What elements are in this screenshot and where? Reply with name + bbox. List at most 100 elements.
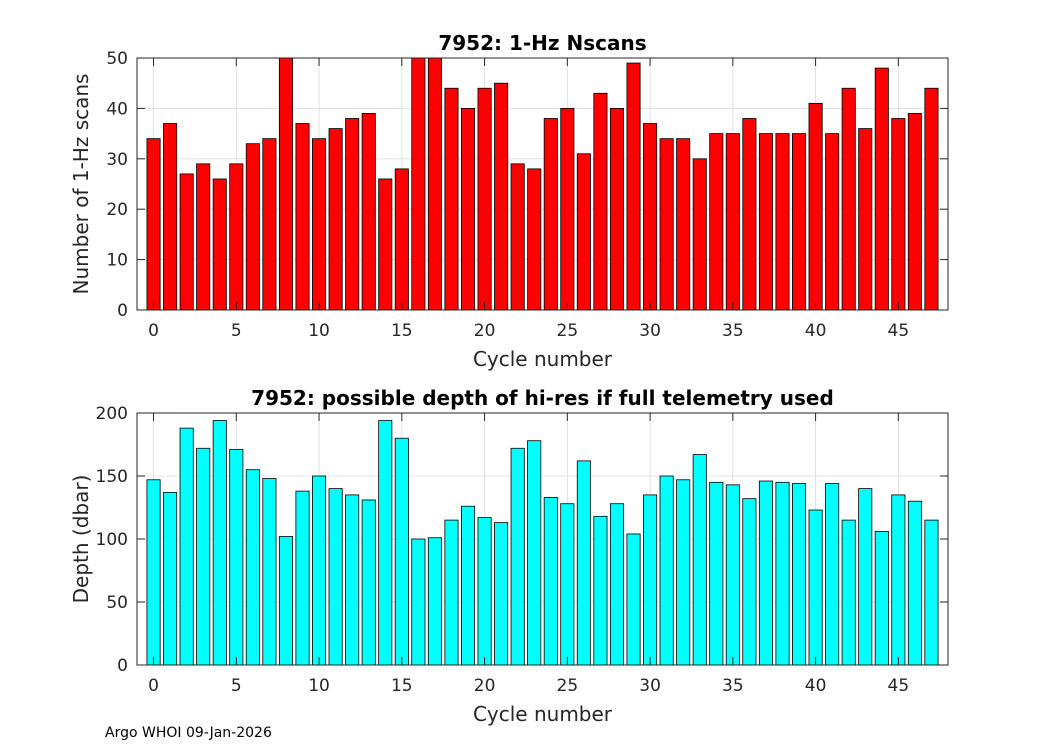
bar	[841, 519, 856, 666]
x-tick-label: 45	[888, 321, 910, 341]
bar	[146, 138, 161, 311]
bar	[196, 447, 211, 666]
bar	[543, 497, 558, 666]
y-axis-label: Number of 1-Hz scans	[69, 74, 93, 295]
bar	[676, 138, 691, 311]
x-tick-label: 15	[391, 321, 413, 341]
bar	[394, 168, 409, 311]
bar	[609, 108, 625, 311]
bar	[709, 133, 724, 311]
bar	[775, 481, 790, 666]
bar	[742, 118, 757, 311]
bar	[874, 531, 889, 666]
y-tick-label: 0	[117, 656, 128, 676]
x-tick-label: 20	[474, 676, 496, 696]
x-tick-label: 15	[391, 676, 413, 696]
bar	[295, 490, 310, 666]
bar	[576, 460, 591, 666]
bar	[527, 168, 542, 311]
bar	[643, 123, 658, 311]
y-tick-label: 100	[96, 530, 128, 550]
x-axis-label: Cycle number	[473, 702, 613, 726]
y-tick-label: 50	[106, 593, 128, 613]
bar	[742, 498, 757, 666]
y-tick-label: 200	[96, 404, 128, 424]
x-tick-label: 45	[888, 676, 910, 696]
x-tick-label: 5	[231, 676, 242, 696]
bar	[692, 158, 707, 311]
bar	[758, 133, 773, 311]
x-tick-label: 40	[805, 676, 827, 696]
bar	[229, 163, 244, 311]
bar	[593, 515, 608, 666]
x-tick-label: 25	[557, 321, 579, 341]
bar	[179, 173, 194, 311]
bar	[527, 440, 542, 666]
bar	[659, 475, 674, 666]
bar	[427, 537, 442, 666]
bar	[477, 87, 492, 311]
bar	[245, 469, 260, 666]
bar	[262, 138, 277, 311]
bar	[196, 163, 211, 311]
bar	[891, 118, 906, 311]
bar	[841, 87, 856, 311]
bar	[609, 503, 625, 666]
x-tick-label: 25	[557, 676, 579, 696]
bar	[874, 67, 889, 311]
bar	[825, 483, 840, 666]
bar	[229, 449, 244, 666]
bar	[295, 123, 310, 311]
bar	[328, 488, 343, 666]
x-tick-label: 0	[148, 321, 159, 341]
x-tick-label: 10	[308, 676, 330, 696]
bar	[924, 519, 939, 666]
bar	[709, 481, 724, 666]
bar	[278, 57, 293, 311]
x-tick-label: 10	[308, 321, 330, 341]
bar	[676, 479, 691, 666]
footer-text: Argo WHOI 09-Jan-2026	[105, 725, 272, 741]
bar	[212, 178, 227, 311]
bar	[312, 475, 327, 666]
bar	[378, 420, 393, 666]
bar	[444, 87, 459, 311]
bar	[725, 484, 740, 666]
x-tick-label: 0	[148, 676, 159, 696]
bar	[477, 517, 492, 666]
y-tick-label: 150	[96, 467, 128, 487]
bar	[444, 519, 459, 666]
bar	[345, 118, 360, 311]
bar	[163, 123, 178, 311]
bar	[560, 503, 575, 666]
bar	[411, 538, 426, 666]
bar	[626, 62, 641, 311]
bar	[792, 133, 807, 311]
bar	[361, 499, 376, 666]
y-axis-label: Depth (dbar)	[69, 475, 93, 604]
bar	[146, 479, 161, 666]
y-tick-label: 30	[106, 150, 128, 170]
bar	[792, 483, 807, 666]
bar	[494, 522, 509, 666]
bar	[510, 163, 525, 311]
bar	[775, 133, 790, 311]
x-tick-label: 35	[722, 676, 744, 696]
bar	[659, 138, 674, 311]
bar	[758, 480, 773, 666]
bar	[808, 102, 823, 311]
chart-title: 7952: 1-Hz Nscans	[438, 31, 646, 55]
x-tick-label: 30	[639, 321, 661, 341]
bar	[643, 494, 658, 666]
bar	[361, 113, 376, 311]
bar	[825, 133, 840, 311]
bar	[427, 57, 442, 311]
bar	[328, 128, 343, 311]
y-tick-label: 20	[106, 200, 128, 220]
y-tick-label: 0	[117, 301, 128, 321]
x-tick-label: 40	[805, 321, 827, 341]
bar	[460, 108, 476, 311]
bar	[262, 478, 277, 666]
bar	[692, 454, 707, 666]
